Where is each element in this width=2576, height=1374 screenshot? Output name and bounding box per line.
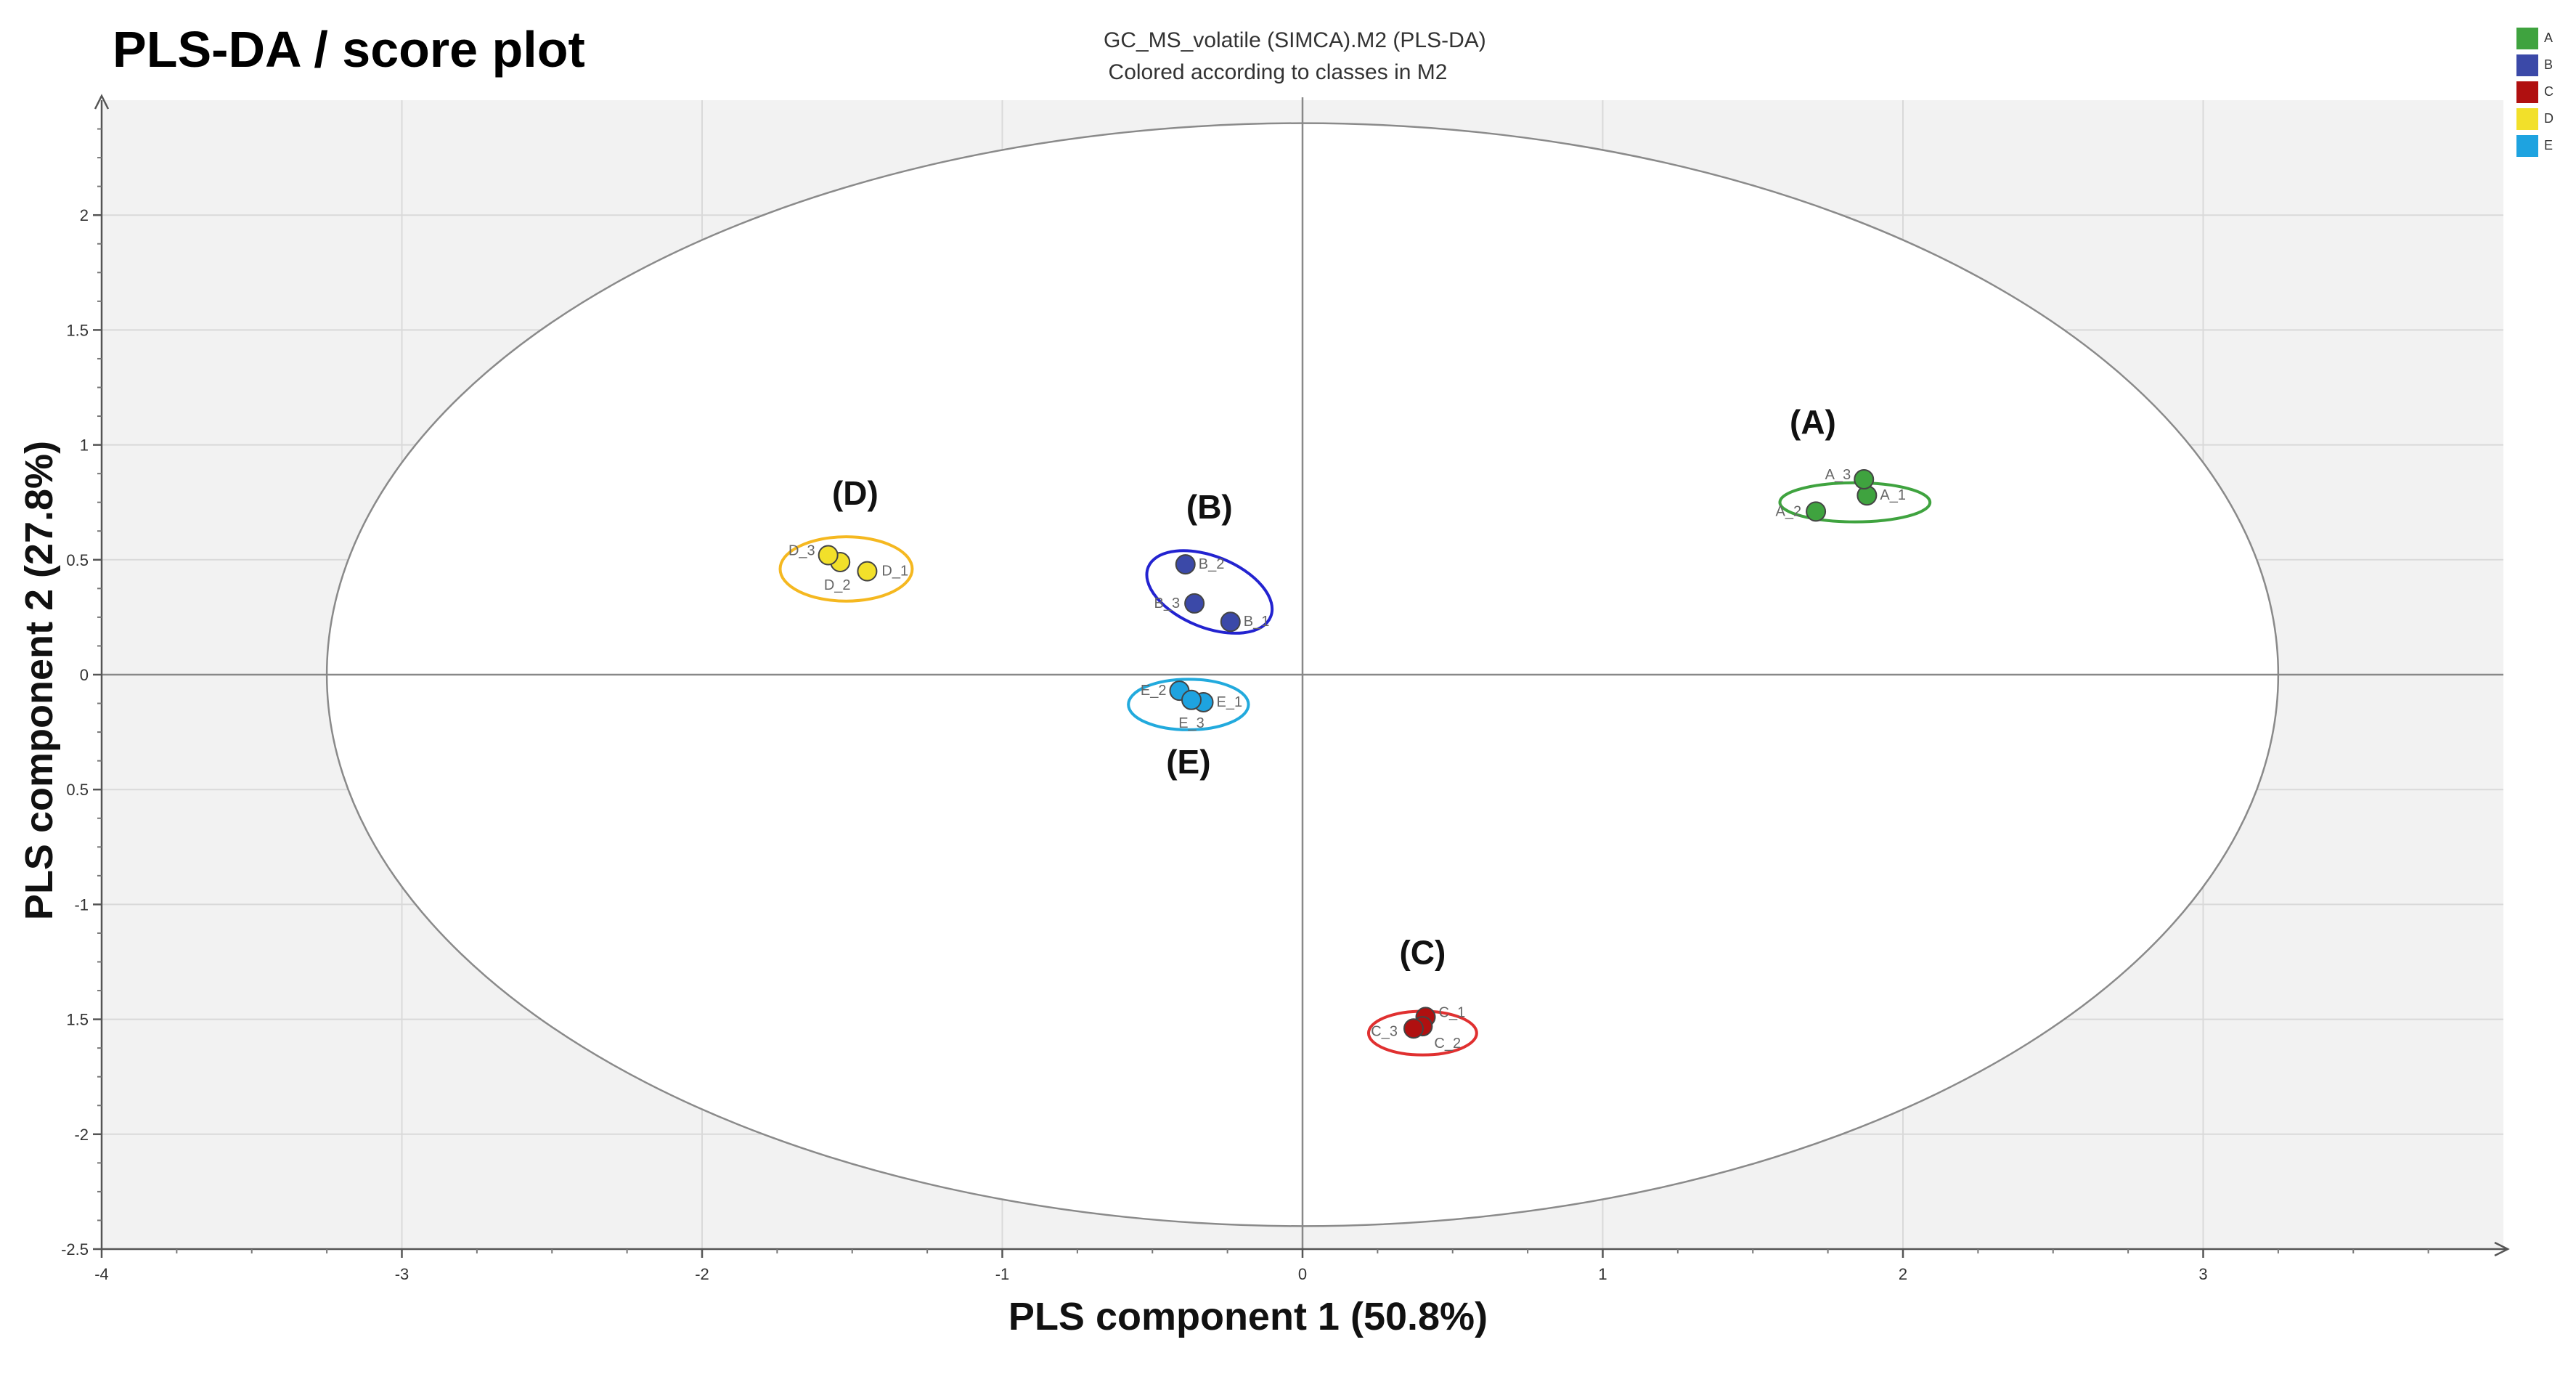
legend-item: E — [2516, 132, 2553, 159]
point-label: E_2 — [1141, 683, 1167, 699]
data-point — [1403, 1018, 1424, 1039]
x-tick-label: 0 — [1298, 1265, 1307, 1283]
legend-label: C — [2544, 84, 2553, 99]
y-axis-label: PLS component 2 (27.8%) — [17, 440, 61, 921]
legend-item: D — [2516, 105, 2553, 132]
subtitle-line-2: Colored according to classes in M2 — [1108, 60, 1448, 84]
point-label: B_3 — [1154, 595, 1181, 611]
y-tick-label: -2.5 — [61, 1240, 89, 1259]
group-label: (C) — [1399, 934, 1446, 972]
point-label: A_3 — [1825, 467, 1851, 483]
legend-label: E — [2544, 138, 2553, 153]
data-point — [1181, 689, 1202, 710]
legend-item: B — [2516, 52, 2553, 78]
legend-label: D — [2544, 111, 2553, 126]
x-tick-label: -1 — [995, 1265, 1010, 1283]
data-point — [1175, 554, 1196, 575]
legend-item: A — [2516, 25, 2553, 52]
legend-swatch — [2516, 134, 2538, 157]
subtitle-line-1: GC_MS_volatile (SIMCA).M2 (PLS-DA) — [1104, 28, 1486, 52]
point-label: C_2 — [1434, 1036, 1461, 1052]
group-label: (E) — [1166, 743, 1210, 781]
group-label: (D) — [832, 474, 879, 512]
point-label: B_1 — [1244, 614, 1270, 630]
y-tick-label: -1 — [74, 895, 89, 914]
x-axis-arrow — [2494, 1241, 2510, 1257]
point-label: D_2 — [824, 577, 851, 593]
group-ellipse — [1127, 678, 1250, 731]
group-label: (A) — [1790, 403, 1836, 441]
legend-label: A — [2544, 31, 2553, 45]
data-point — [1854, 469, 1875, 490]
y-axis-arrow — [94, 94, 110, 110]
point-label: D_1 — [881, 564, 908, 580]
chart-title: PLS-DA / score plot — [113, 21, 585, 78]
legend-swatch — [2516, 81, 2538, 103]
point-label: D_3 — [788, 542, 815, 558]
x-tick-label: -2 — [695, 1265, 709, 1283]
legend-swatch — [2516, 27, 2538, 49]
legend-swatch — [2516, 54, 2538, 76]
x-tick-label: -3 — [395, 1265, 409, 1283]
y-tick-label: 0.5 — [66, 781, 89, 799]
point-label: E_1 — [1217, 694, 1243, 710]
y-tick-label: 1.5 — [66, 1011, 89, 1029]
data-point — [1220, 611, 1241, 633]
chart-subtitle: GC_MS_volatile (SIMCA).M2 (PLS-DA) Color… — [1104, 25, 1486, 89]
point-label: B_2 — [1199, 556, 1225, 572]
y-tick-label: 2 — [80, 206, 89, 224]
group-label: (B) — [1186, 488, 1233, 526]
x-axis-label: PLS component 1 (50.8%) — [1008, 1295, 1488, 1338]
x-tick-label: 3 — [2198, 1265, 2207, 1283]
x-tick-label: 1 — [1598, 1265, 1607, 1283]
data-point — [1806, 501, 1827, 522]
x-tick-label: -4 — [94, 1265, 109, 1283]
legend-item: C — [2516, 78, 2553, 105]
x-tick-label: 2 — [1899, 1265, 1907, 1283]
point-label: C_1 — [1439, 1004, 1466, 1020]
y-tick-label: -2 — [74, 1126, 89, 1144]
point-label: E_3 — [1178, 715, 1205, 731]
y-tick-label: 0.5 — [66, 551, 89, 569]
point-label: A_1 — [1880, 487, 1906, 503]
data-point — [857, 561, 878, 582]
y-tick-label: 0 — [80, 666, 89, 684]
data-point — [1184, 593, 1205, 614]
data-point — [818, 545, 839, 566]
y-tick-label: 1 — [80, 436, 89, 455]
group-ellipse — [778, 535, 914, 603]
point-label: C_3 — [1371, 1023, 1398, 1039]
y-tick-label: 1.5 — [66, 321, 89, 339]
point-label: A_2 — [1775, 503, 1801, 519]
group-ellipse — [1145, 549, 1274, 635]
legend-label: B — [2544, 57, 2553, 72]
legend-swatch — [2516, 107, 2538, 130]
